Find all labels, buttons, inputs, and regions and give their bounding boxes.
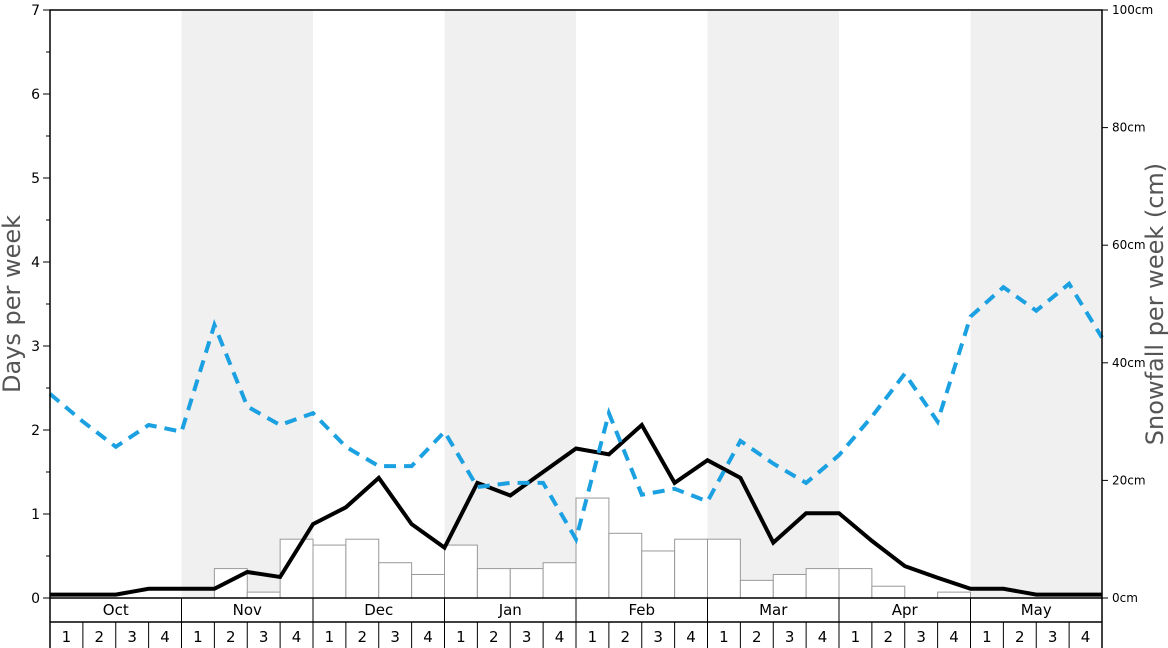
snowfall-bar — [542, 562, 577, 599]
left-tick-label: 2 — [31, 423, 40, 439]
left-tick-label: 5 — [31, 171, 40, 187]
week-label: 2 — [1015, 628, 1025, 646]
week-label: 4 — [818, 628, 828, 646]
week-label: 3 — [916, 628, 926, 646]
week-label: 2 — [884, 628, 894, 646]
week-label: 2 — [358, 628, 368, 646]
snowfall-bar — [608, 532, 643, 599]
week-label: 4 — [949, 628, 959, 646]
dashed-series-line — [48, 280, 1104, 545]
snowfall-bar — [871, 585, 906, 599]
week-label: 1 — [588, 628, 598, 646]
left-tick-label: 0 — [31, 591, 40, 607]
week-label: 4 — [555, 628, 565, 646]
week-label: 1 — [193, 628, 203, 646]
snowfall-bar — [739, 579, 774, 599]
week-label: 3 — [127, 628, 137, 646]
solid-series-line — [50, 421, 1102, 597]
week-label: 4 — [292, 628, 302, 646]
left-tick-label: 7 — [31, 3, 40, 19]
month-label: Jan — [498, 601, 522, 619]
month-label: Apr — [892, 601, 919, 619]
snowfall-bar — [805, 568, 840, 599]
month-shade-nov — [181, 10, 313, 598]
month-label: Oct — [103, 601, 129, 619]
snowfall-bar — [509, 568, 544, 599]
week-label: 1 — [62, 628, 72, 646]
snowfall-bar — [411, 573, 445, 599]
snowfall-bar — [641, 550, 676, 599]
right-axis: 0cm 20cm 40cm 60cm 80cm 100cm — [1102, 3, 1153, 605]
week-label: 3 — [390, 628, 400, 646]
week-label: 3 — [785, 628, 795, 646]
right-tick-label: 20cm — [1112, 473, 1146, 487]
left-tick-label: 1 — [31, 507, 40, 523]
week-label: 2 — [226, 628, 236, 646]
right-axis-label: Snowfall per week (cm) — [1141, 163, 1168, 445]
snowfall-bar — [476, 568, 511, 599]
left-axis: 0 1 2 3 4 5 6 7 — [31, 3, 50, 607]
right-tick-label: 40cm — [1112, 356, 1146, 370]
left-tick-label: 6 — [31, 87, 40, 103]
month-label: Mar — [759, 601, 788, 619]
week-label: 3 — [653, 628, 663, 646]
week-label: 1 — [325, 628, 335, 646]
snowfall-bar — [378, 562, 413, 599]
month-label: May — [1021, 601, 1052, 619]
snowfall-bar — [345, 538, 380, 599]
x-axis: Oct 1 2 3 4 Nov 1 2 3 4 Dec 1 2 3 4 Jan 1 2 3 4 Feb 1 2 3 4 Mar 1 2… — [49, 598, 1103, 648]
week-label: 2 — [95, 628, 105, 646]
week-label: 4 — [1081, 628, 1091, 646]
snowfall-bar — [444, 544, 478, 599]
snowfall-bars — [213, 497, 971, 599]
week-label: 1 — [719, 628, 729, 646]
week-label: 4 — [423, 628, 433, 646]
snowfall-bar — [707, 538, 741, 599]
left-axis-label: Days per week — [0, 215, 26, 393]
week-label: 4 — [160, 628, 170, 646]
month-shading — [181, 10, 1102, 598]
week-label: 3 — [522, 628, 532, 646]
week-label: 1 — [456, 628, 466, 646]
snowfall-bar — [246, 591, 281, 599]
week-label: 1 — [982, 628, 992, 646]
month-label: Nov — [233, 601, 262, 619]
snowfall-bar — [838, 568, 873, 599]
week-label: 2 — [621, 628, 631, 646]
snowfall-bar — [575, 497, 610, 599]
snowfall-bar — [772, 573, 807, 599]
week-label: 3 — [1048, 628, 1058, 646]
week-label: 2 — [752, 628, 762, 646]
week-label: 1 — [851, 628, 861, 646]
week-label: 4 — [686, 628, 696, 646]
month-label: Feb — [628, 601, 655, 619]
right-tick-label: 60cm — [1112, 238, 1146, 252]
left-tick-label: 3 — [31, 339, 40, 355]
week-label: 3 — [259, 628, 269, 646]
right-tick-label: 0cm — [1112, 591, 1138, 605]
snowfall-bar — [312, 544, 347, 599]
chart-lines — [48, 280, 1104, 597]
right-tick-label: 100cm — [1112, 3, 1153, 17]
right-tick-label: 80cm — [1112, 121, 1146, 135]
week-label: 2 — [489, 628, 499, 646]
left-tick-label: 4 — [31, 255, 40, 271]
month-shade-mar — [707, 10, 839, 598]
snowfall-bar — [674, 538, 708, 599]
month-label: Dec — [364, 601, 393, 619]
snowfall-bar — [937, 591, 971, 599]
